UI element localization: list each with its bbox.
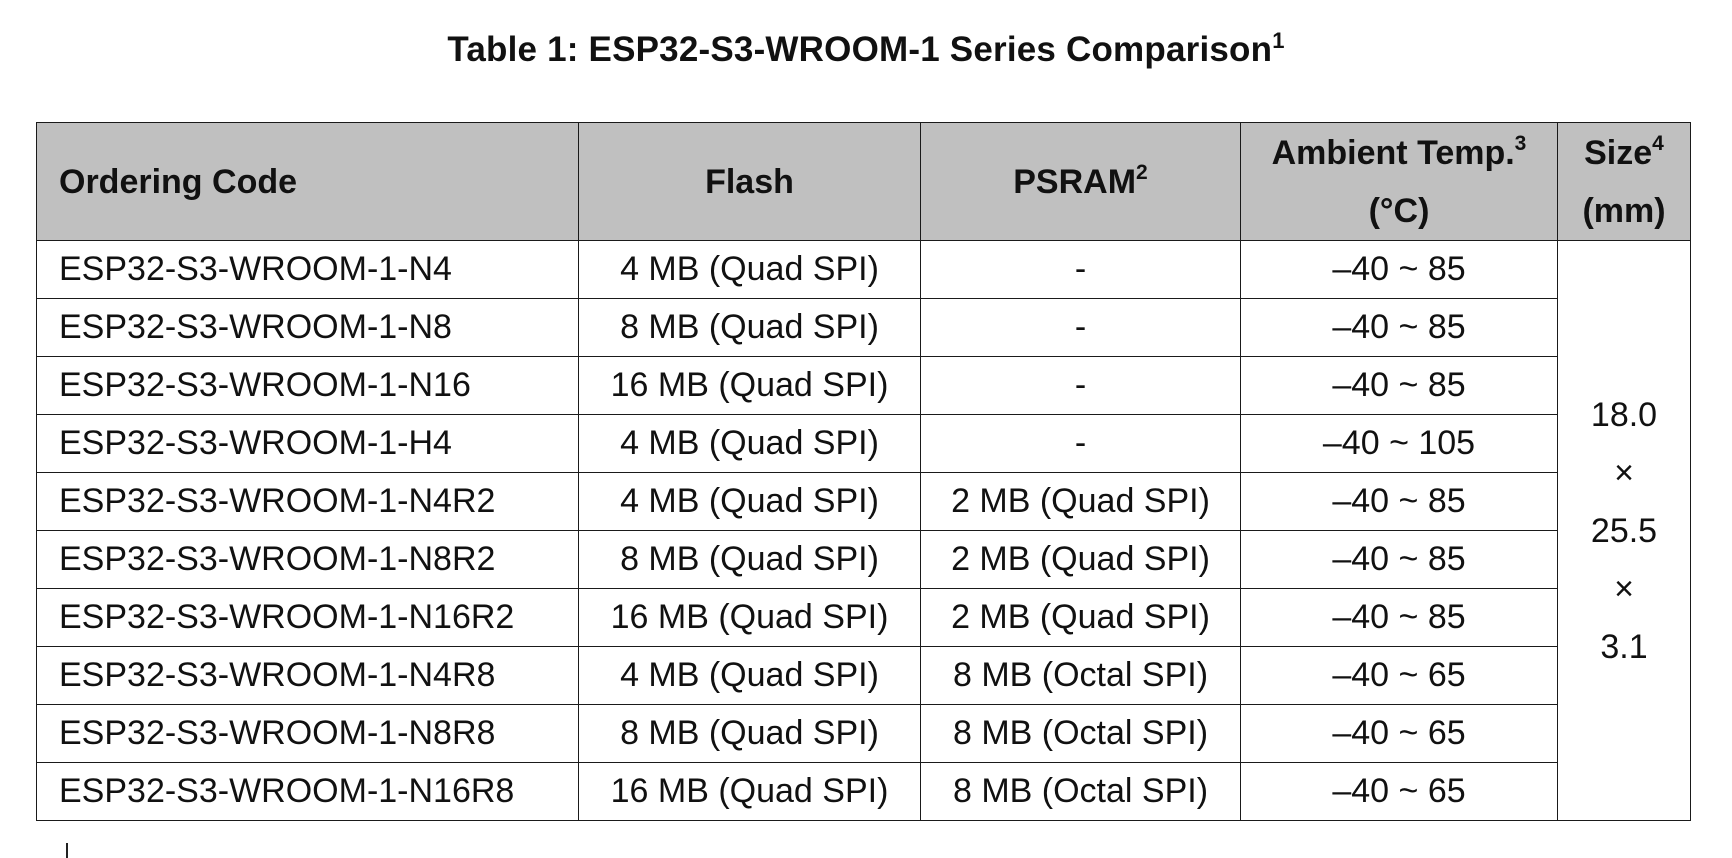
- table-row: ESP32-S3-WROOM-1-N8R2 8 MB (Quad SPI) 2 …: [36, 530, 1691, 589]
- cell-flash: 4 MB (Quad SPI): [578, 240, 921, 299]
- cell-ambient-temp: –40 ~ 85: [1240, 472, 1558, 531]
- cell-flash: 8 MB (Quad SPI): [578, 298, 921, 357]
- table-row: ESP32-S3-WROOM-1-N4R8 4 MB (Quad SPI) 8 …: [36, 646, 1691, 705]
- header-size: Size4 (mm): [1557, 122, 1691, 241]
- cell-ordering-code: ESP32-S3-WROOM-1-N4R8: [36, 646, 579, 705]
- cell-psram: 8 MB (Octal SPI): [920, 646, 1241, 705]
- table-row: ESP32-S3-WROOM-1-N16 16 MB (Quad SPI) - …: [36, 356, 1691, 415]
- cell-ambient-temp: –40 ~ 65: [1240, 762, 1558, 821]
- cell-ordering-code: ESP32-S3-WROOM-1-N16R2: [36, 588, 579, 647]
- header-temp-line1: Ambient Temp.3: [1242, 124, 1557, 182]
- cell-ordering-code: ESP32-S3-WROOM-1-N16R8: [36, 762, 579, 821]
- cell-ambient-temp: –40 ~ 85: [1240, 588, 1558, 647]
- header-size-label: Size: [1584, 133, 1653, 172]
- cell-ambient-temp: –40 ~ 65: [1240, 704, 1558, 763]
- size-separator: ×: [1614, 453, 1634, 492]
- cell-flash: 16 MB (Quad SPI): [578, 356, 921, 415]
- cell-psram: -: [920, 356, 1241, 415]
- cell-psram: 2 MB (Quad SPI): [920, 472, 1241, 531]
- table-row: ESP32-S3-WROOM-1-N4R2 4 MB (Quad SPI) 2 …: [36, 472, 1691, 531]
- header-flash: Flash: [578, 122, 921, 241]
- cell-ordering-code: ESP32-S3-WROOM-1-N8: [36, 298, 579, 357]
- cell-ambient-temp: –40 ~ 65: [1240, 646, 1558, 705]
- cell-ambient-temp: –40 ~ 85: [1240, 240, 1558, 299]
- cell-ambient-temp: –40 ~ 85: [1240, 356, 1558, 415]
- cell-psram: -: [920, 240, 1241, 299]
- caption-footnote-ref: 1: [1272, 28, 1285, 53]
- table-row: ESP32-S3-WROOM-1-N16R8 16 MB (Quad SPI) …: [36, 762, 1691, 821]
- header-psram: PSRAM2: [920, 122, 1241, 241]
- header-size-note: 4: [1652, 131, 1664, 155]
- cell-psram: 8 MB (Octal SPI): [920, 762, 1241, 821]
- header-temp-unit: (°C): [1368, 191, 1430, 230]
- cell-flash: 4 MB (Quad SPI): [578, 414, 921, 473]
- cell-ambient-temp: –40 ~ 85: [1240, 298, 1558, 357]
- header-ambient-temp: Ambient Temp.3 (°C): [1240, 122, 1558, 241]
- table-header-row: Ordering Code Flash PSRAM2 Ambient Temp.…: [36, 122, 1691, 241]
- header-size-line1: Size4: [1559, 124, 1690, 182]
- cell-ordering-code: ESP32-S3-WROOM-1-N4: [36, 240, 579, 299]
- table-row: ESP32-S3-WROOM-1-H4 4 MB (Quad SPI) - –4…: [36, 414, 1691, 473]
- table-caption: Table 1: ESP32-S3-WROOM-1 Series Compari…: [0, 28, 1732, 72]
- cell-ordering-code: ESP32-S3-WROOM-1-N8R2: [36, 530, 579, 589]
- header-size-unit: (mm): [1582, 191, 1666, 230]
- cell-flash: 8 MB (Quad SPI): [578, 704, 921, 763]
- table-row: ESP32-S3-WROOM-1-N8R8 8 MB (Quad SPI) 8 …: [36, 704, 1691, 763]
- cell-psram: -: [920, 298, 1241, 357]
- table-row: ESP32-S3-WROOM-1-N8 8 MB (Quad SPI) - –4…: [36, 298, 1691, 357]
- cell-ambient-temp: –40 ~ 105: [1240, 414, 1558, 473]
- cell-flash: 4 MB (Quad SPI): [578, 472, 921, 531]
- cell-size: 18.0 × 25.5 × 3.1: [1557, 240, 1691, 821]
- size-height: 3.1: [1600, 627, 1648, 666]
- cell-flash: 16 MB (Quad SPI): [578, 588, 921, 647]
- header-psram-note: 2: [1136, 160, 1148, 184]
- cell-ordering-code: ESP32-S3-WROOM-1-N4R2: [36, 472, 579, 531]
- cell-psram: 2 MB (Quad SPI): [920, 530, 1241, 589]
- header-temp-label: Ambient Temp.: [1271, 133, 1515, 172]
- table-row: ESP32-S3-WROOM-1-N16R2 16 MB (Quad SPI) …: [36, 588, 1691, 647]
- table-row: ESP32-S3-WROOM-1-N4 4 MB (Quad SPI) - –4…: [36, 240, 1691, 821]
- header-temp-note: 3: [1514, 131, 1527, 155]
- size-separator: ×: [1614, 569, 1634, 608]
- cell-flash: 4 MB (Quad SPI): [578, 646, 921, 705]
- series-comparison-table: Ordering Code Flash PSRAM2 Ambient Temp.…: [36, 122, 1691, 821]
- cell-flash: 8 MB (Quad SPI): [578, 530, 921, 589]
- table-caption-text: Table 1: ESP32-S3-WROOM-1 Series Compari…: [447, 30, 1273, 69]
- cell-ordering-code: ESP32-S3-WROOM-1-N8R8: [36, 704, 579, 763]
- header-psram-label: PSRAM: [1013, 162, 1137, 201]
- size-width: 25.5: [1590, 511, 1658, 550]
- header-ordering-code: Ordering Code: [36, 122, 579, 241]
- footnote-mark: [66, 843, 68, 858]
- cell-flash: 16 MB (Quad SPI): [578, 762, 921, 821]
- cell-psram: 2 MB (Quad SPI): [920, 588, 1241, 647]
- cell-psram: -: [920, 414, 1241, 473]
- cell-ambient-temp: –40 ~ 85: [1240, 530, 1558, 589]
- size-length: 18.0: [1590, 395, 1658, 434]
- cell-ordering-code: ESP32-S3-WROOM-1-N16: [36, 356, 579, 415]
- cell-ordering-code: ESP32-S3-WROOM-1-H4: [36, 414, 579, 473]
- cell-psram: 8 MB (Octal SPI): [920, 704, 1241, 763]
